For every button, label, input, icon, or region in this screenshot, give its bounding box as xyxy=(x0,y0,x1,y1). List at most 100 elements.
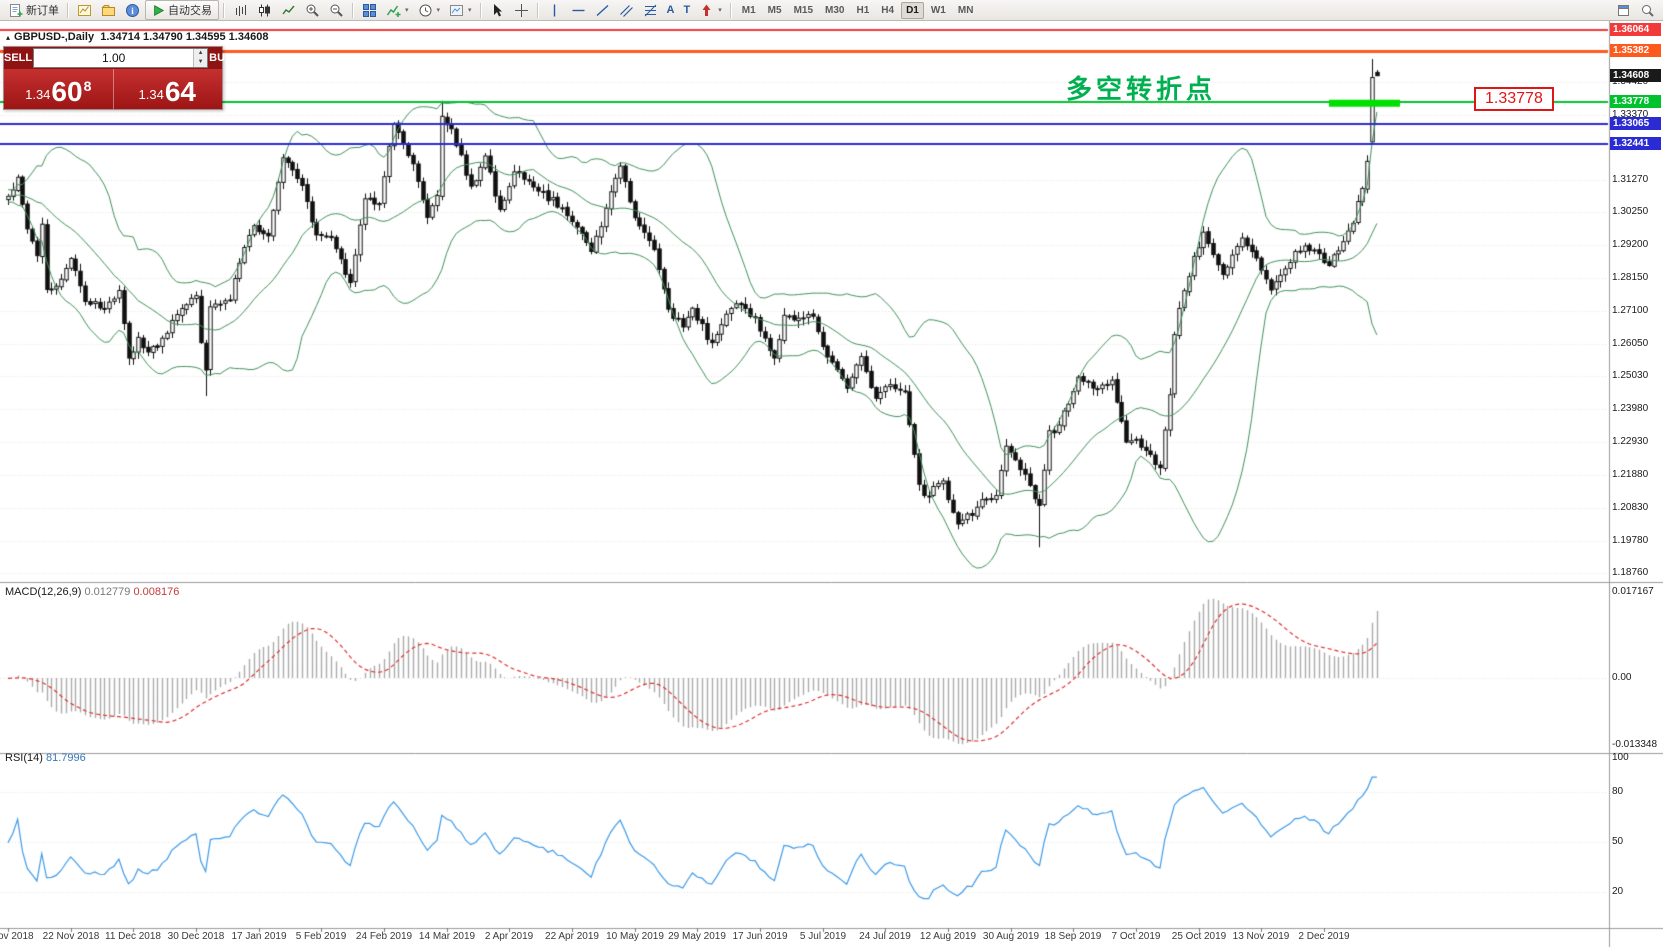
one-click-trading-panel: SELL ▲ ▼ BUY 1.34608 xyxy=(3,46,232,110)
date-axis-label: 22 Apr 2019 xyxy=(545,931,599,942)
current-price-label: 1.34608 xyxy=(1610,69,1661,82)
window-button[interactable] xyxy=(1612,0,1635,20)
main-toolbar: 新订单 i 自动交易 ▾ ▾ ▾ A T ▾ M1 M5 M15 M30 H1 xyxy=(0,0,1663,21)
symbol-period-label: GBPUSD-,Daily xyxy=(14,31,95,43)
profiles-button[interactable] xyxy=(97,0,120,20)
indicators-icon xyxy=(386,3,401,18)
date-axis-label: 2 Apr 2019 xyxy=(484,931,534,942)
turning-point-annotation: 多空转折点 xyxy=(1066,74,1217,104)
volume-down-icon[interactable]: ▼ xyxy=(194,58,208,67)
rsi-axis-label: 100 xyxy=(1612,752,1629,763)
date-axis-label: 11 Dec 2018 xyxy=(105,931,161,942)
date-axis-label: 5 Jul 2019 xyxy=(799,931,847,942)
timeframe-button-W1[interactable]: W1 xyxy=(930,4,946,16)
zoom-in-button[interactable] xyxy=(301,0,324,20)
chevron-down-icon: ▾ xyxy=(436,7,441,14)
line-chart-button[interactable] xyxy=(277,0,300,20)
chevron-down-icon: ▾ xyxy=(405,7,409,14)
text-button[interactable]: A xyxy=(663,0,679,20)
date-axis-label: 22 Nov 2018 xyxy=(42,931,100,942)
new-chart-icon xyxy=(77,3,92,18)
crosshair-icon xyxy=(514,3,529,18)
tile-windows-icon xyxy=(362,3,377,18)
timeframe-button-H1[interactable]: H1 xyxy=(856,4,870,16)
svg-text:i: i xyxy=(131,6,134,16)
tile-windows-button[interactable] xyxy=(358,0,381,20)
macd-main-value: 0.012779 xyxy=(84,586,131,598)
text-tool-icon: A xyxy=(666,4,675,16)
auto-trading-button[interactable]: 自动交易 xyxy=(145,0,219,20)
templates-button[interactable]: ▾ xyxy=(445,0,476,20)
price-grid-label: 1.23980 xyxy=(1612,403,1649,414)
volume-up-icon[interactable]: ▲ xyxy=(194,49,208,58)
zoom-out-button[interactable] xyxy=(325,0,348,20)
date-axis-label: 25 Oct 2019 xyxy=(1171,931,1227,942)
timeframe-button-MN[interactable]: MN xyxy=(957,4,974,16)
timeframe-button-M30[interactable]: M30 xyxy=(825,4,845,16)
macd-axis-label: 0.017167 xyxy=(1612,586,1654,597)
price-chart-canvas[interactable] xyxy=(0,21,1663,947)
search-button[interactable] xyxy=(1636,0,1659,20)
play-icon xyxy=(152,4,165,17)
date-axis-label: 30 Dec 2018 xyxy=(167,931,225,942)
channel-button[interactable] xyxy=(615,0,638,20)
arrows-button[interactable]: ▾ xyxy=(695,0,726,20)
trendline-button[interactable] xyxy=(591,0,614,20)
chevron-down-icon: ▾ xyxy=(718,7,722,14)
new-chart-button[interactable] xyxy=(73,0,96,20)
price-grid-label: 1.31270 xyxy=(1612,174,1649,185)
periods-button[interactable]: ▾ xyxy=(414,0,445,20)
chart-window: ▴ GBPUSD-,Daily 1.34714 1.34790 1.34595 1… xyxy=(0,21,1663,947)
trendline-icon xyxy=(595,3,610,18)
candlestick-icon xyxy=(257,3,272,18)
info-button[interactable]: i xyxy=(121,0,144,20)
zoom-out-icon xyxy=(329,3,344,18)
chart-quote-header: ▴ GBPUSD-,Daily 1.34714 1.34790 1.34595 1… xyxy=(6,31,268,43)
candlestick-button[interactable] xyxy=(253,0,276,20)
price-grid-label: 1.34420 xyxy=(1612,76,1649,87)
price-level-label: 1.33065 xyxy=(1610,117,1661,130)
price-level-label: 1.32441 xyxy=(1610,137,1661,150)
bar-chart-icon xyxy=(233,3,248,18)
sell-button[interactable]: 1.34 60 8 xyxy=(4,69,113,109)
horizontal-line-button[interactable] xyxy=(567,0,590,20)
sell-caption: SELL xyxy=(4,52,33,64)
cursor-button[interactable] xyxy=(486,0,509,20)
clock-icon xyxy=(418,3,433,18)
new-order-button[interactable]: 新订单 xyxy=(4,0,63,20)
volume-control[interactable]: ▲ ▼ xyxy=(33,48,209,68)
price-grid-label: 1.33370 xyxy=(1612,109,1649,120)
price-grid-label: 1.27100 xyxy=(1612,305,1649,316)
timeframe-button-H4[interactable]: H4 xyxy=(881,4,895,16)
price-level-flag: 1.33778 xyxy=(1474,87,1554,111)
sell-price-pips: 60 xyxy=(51,76,83,107)
timeframe-button-M1[interactable]: M1 xyxy=(741,4,756,16)
date-axis-label: 10 May 2019 xyxy=(606,931,664,942)
timeframe-button-D1[interactable]: D1 xyxy=(901,1,924,19)
ohlc-values: 1.34714 1.34790 1.34595 1.34608 xyxy=(100,31,269,43)
price-level-label: 1.33778 xyxy=(1610,95,1661,108)
date-axis-label: 12 Aug 2019 xyxy=(919,931,977,942)
bar-chart-button[interactable] xyxy=(229,0,252,20)
volume-input[interactable] xyxy=(34,49,194,67)
buy-caption: BUY xyxy=(209,52,233,64)
template-icon xyxy=(449,3,464,18)
fibonacci-button[interactable] xyxy=(639,0,662,20)
label-button[interactable]: T xyxy=(680,0,695,20)
timeframe-group: M1 M5 M15 M30 H1 H4 D1 W1 MN xyxy=(736,1,980,19)
sell-price-figure: 1.34 xyxy=(25,87,51,102)
vertical-line-icon xyxy=(547,3,562,18)
timeframe-button-M5[interactable]: M5 xyxy=(767,4,782,16)
buy-button[interactable]: 1.34 64 xyxy=(114,69,223,109)
timeframe-button-M15[interactable]: M15 xyxy=(793,4,814,16)
vertical-line-button[interactable] xyxy=(543,0,566,20)
zoom-in-icon xyxy=(305,3,320,18)
price-grid-label: 1.18760 xyxy=(1612,567,1649,578)
price-grid-label: 1.19780 xyxy=(1612,535,1649,546)
date-axis-label: 13 Nov 2019 xyxy=(1232,931,1290,942)
indicators-button[interactable]: ▾ xyxy=(382,0,413,20)
crosshair-button[interactable] xyxy=(510,0,533,20)
price-grid-label: 1.21880 xyxy=(1612,469,1649,480)
date-axis-label: 18 Sep 2019 xyxy=(1044,931,1102,942)
